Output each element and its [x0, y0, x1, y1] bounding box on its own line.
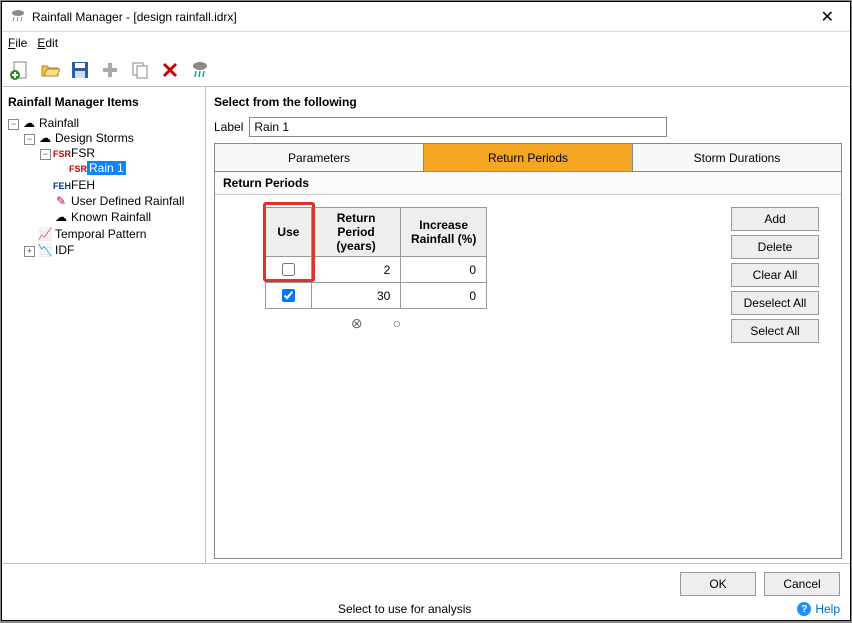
deselect-all-button[interactable]: Deselect All: [731, 291, 819, 315]
tab-return-periods[interactable]: Return Periods: [424, 144, 633, 171]
delete-row-icon[interactable]: ⊗: [351, 315, 363, 332]
footer: OK Cancel: [2, 563, 850, 598]
chart-icon: 📉: [37, 243, 53, 257]
tree-item-fsr[interactable]: −FSRFSR FSRRain 1: [40, 145, 201, 177]
feh-icon: FEH: [53, 181, 69, 191]
tree-item-temporal-pattern[interactable]: 📈Temporal Pattern: [24, 226, 201, 242]
delete-button[interactable]: Delete: [731, 235, 819, 259]
cloud-icon: ☁: [21, 116, 37, 130]
fsr-icon: FSR: [53, 149, 69, 159]
tree-item-design-storms[interactable]: −☁Design Storms −FSRFSR FSRRain 1 FEHFEH…: [24, 130, 201, 226]
table-row[interactable]: 30 0: [266, 283, 487, 309]
tree-item-idf[interactable]: +📉IDF: [24, 242, 201, 258]
statusbar: Select to use for analysis ?Help: [2, 598, 850, 620]
tree-item-known-rainfall[interactable]: ☁Known Rainfall: [40, 209, 201, 225]
button-column: Add Delete Clear All Deselect All Select…: [731, 207, 819, 343]
fsr-icon: FSR: [69, 164, 85, 174]
toolbar-delete-button[interactable]: [158, 58, 182, 82]
increase-cell[interactable]: 0: [401, 283, 487, 309]
use-checkbox[interactable]: [282, 289, 295, 302]
toolbar-add-button[interactable]: [98, 58, 122, 82]
help-icon: ?: [797, 602, 811, 616]
tree-item-feh[interactable]: FEHFEH: [40, 177, 201, 193]
body-area: Rainfall Manager Items −☁Rainfall −☁Desi…: [2, 87, 850, 563]
chart-icon: 📈: [37, 227, 53, 241]
menubar: File Edit: [2, 32, 850, 54]
window-title: Rainfall Manager - [design rainfall.idrx…: [32, 10, 813, 24]
pencil-icon: ✎: [53, 194, 69, 208]
tab-subheader: Return Periods: [215, 172, 841, 195]
left-pane: Rainfall Manager Items −☁Rainfall −☁Desi…: [2, 87, 206, 563]
close-button[interactable]: ✕: [813, 7, 842, 27]
collapse-icon[interactable]: −: [8, 119, 19, 130]
right-pane-title: Select from the following: [214, 95, 842, 109]
period-cell[interactable]: 2: [311, 257, 400, 283]
help-link[interactable]: ?Help: [797, 602, 840, 616]
increase-cell[interactable]: 0: [401, 257, 487, 283]
toolbar-rain-button[interactable]: [188, 58, 212, 82]
tree-item-rain1[interactable]: FSRRain 1: [56, 160, 201, 176]
expand-icon[interactable]: +: [24, 246, 35, 257]
row-indicator: ⊗ ○: [265, 315, 487, 332]
col-increase[interactable]: Increase Rainfall (%): [401, 208, 487, 257]
label-input[interactable]: [249, 117, 667, 137]
tab-storm-durations[interactable]: Storm Durations: [633, 144, 841, 171]
clear-all-button[interactable]: Clear All: [731, 263, 819, 287]
toolbar: [2, 54, 850, 86]
return-periods-grid: Use Return Period (years) Increase Rainf…: [265, 207, 487, 309]
ok-button[interactable]: OK: [680, 572, 756, 596]
app-icon: [10, 7, 26, 26]
tree-item-rainfall[interactable]: −☁Rainfall −☁Design Storms −FSRFSR FSRRa…: [8, 115, 201, 259]
tree: −☁Rainfall −☁Design Storms −FSRFSR FSRRa…: [6, 115, 201, 259]
add-button[interactable]: Add: [731, 207, 819, 231]
col-period[interactable]: Return Period (years): [311, 208, 400, 257]
toolbar-new-button[interactable]: [8, 58, 32, 82]
use-checkbox[interactable]: [282, 263, 295, 276]
label-row: Label: [214, 117, 842, 137]
titlebar: Rainfall Manager - [design rainfall.idrx…: [2, 2, 850, 32]
grid-wrap: Use Return Period (years) Increase Rainf…: [233, 207, 543, 332]
left-pane-title: Rainfall Manager Items: [8, 95, 199, 109]
period-cell[interactable]: 30: [311, 283, 400, 309]
toolbar-copy-button[interactable]: [128, 58, 152, 82]
toolbar-open-button[interactable]: [38, 58, 62, 82]
cloud-icon: ☁: [53, 210, 69, 224]
label-text: Label: [214, 120, 243, 134]
footer-buttons: OK Cancel: [12, 572, 840, 596]
col-use[interactable]: Use: [266, 208, 312, 257]
menu-edit[interactable]: Edit: [37, 36, 58, 50]
right-pane: Select from the following Label Paramete…: [206, 87, 850, 563]
tabs: Parameters Return Periods Storm Duration…: [215, 144, 841, 172]
cancel-button[interactable]: Cancel: [764, 572, 840, 596]
tab-body: Use Return Period (years) Increase Rainf…: [215, 195, 841, 558]
cloud-icon: ☁: [37, 131, 53, 145]
toolbar-save-button[interactable]: [68, 58, 92, 82]
new-row-icon[interactable]: ○: [393, 315, 401, 332]
table-row[interactable]: 2 0: [266, 257, 487, 283]
main-window: Rainfall Manager - [design rainfall.idrx…: [1, 1, 851, 621]
menu-file[interactable]: File: [8, 36, 27, 50]
select-all-button[interactable]: Select All: [731, 319, 819, 343]
tree-item-user-defined[interactable]: ✎User Defined Rainfall: [40, 193, 201, 209]
collapse-icon[interactable]: −: [24, 134, 35, 145]
collapse-icon[interactable]: −: [40, 149, 51, 160]
status-text: Select to use for analysis: [12, 602, 797, 616]
tab-parameters[interactable]: Parameters: [215, 144, 424, 171]
tab-panel: Parameters Return Periods Storm Duration…: [214, 143, 842, 559]
